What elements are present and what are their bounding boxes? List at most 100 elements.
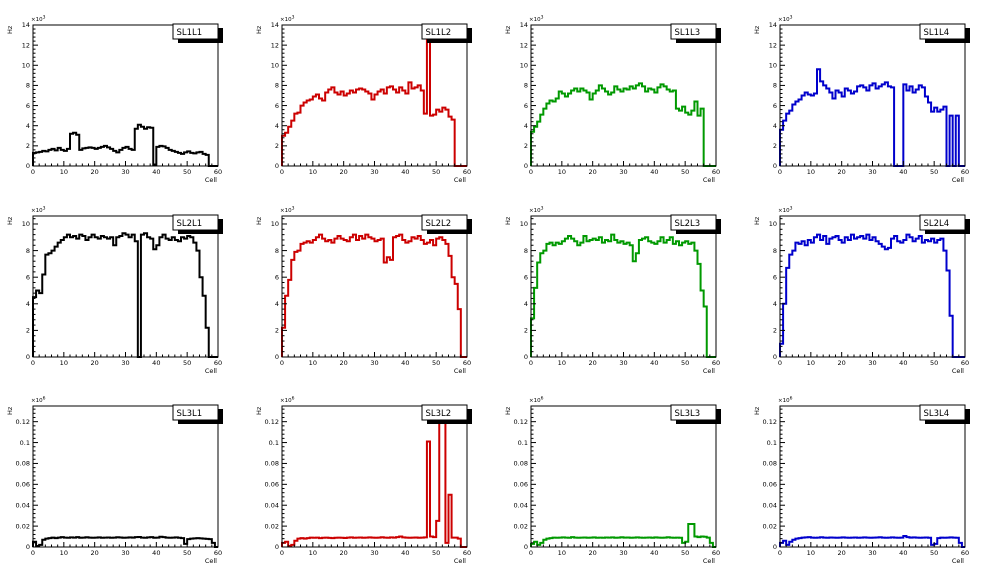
histogram-series	[281, 233, 467, 358]
y-tick-label: 10	[271, 61, 279, 69]
y-axis-label: Hz	[255, 406, 263, 415]
x-tick-label: 10	[807, 359, 815, 367]
stats-box: SL1L3	[670, 23, 721, 43]
y-axis-exponent: ×106	[31, 396, 46, 405]
y-tick-label: 0	[26, 544, 30, 552]
y-tick-label: 4	[524, 300, 528, 308]
plot-frame	[281, 405, 468, 548]
y-tick-label: 10	[520, 220, 528, 228]
y-axis: 0 2 4 6 8 10	[520, 217, 536, 361]
y-axis: 0 0.02 0.04 0.06 0.08 0.1 0.12	[514, 408, 536, 552]
x-tick-label: 10	[558, 549, 566, 557]
y-tick-label: 0	[26, 353, 30, 361]
y-tick-label: 0.06	[16, 481, 30, 489]
y-axis-label: Hz	[6, 406, 14, 415]
y-tick-label: 0.12	[514, 418, 528, 426]
x-tick-label: 20	[91, 359, 99, 367]
y-tick-label: 6	[773, 102, 777, 110]
x-tick-label: 50	[930, 168, 938, 176]
y-axis: 0 0.02 0.04 0.06 0.08 0.1 0.12	[16, 408, 38, 552]
stats-box-frame	[670, 214, 717, 231]
x-tick-label: 20	[589, 168, 597, 176]
plot-panel-SL1L3: 0 10 20 30 40 50 60 0 2 4 6 8 10 12 14 ×103 Hz Cell SL1L3	[498, 0, 747, 191]
stats-box-frame	[421, 214, 468, 231]
x-tick-label: 30	[370, 359, 378, 367]
x-tick-label: 0	[778, 549, 782, 557]
y-tick-label: 0.1	[767, 439, 777, 447]
chart-SL3L3: 0 10 20 30 40 50 60 0 0.02 0.04 0.06 0.08 0.1 0.12 ×10…	[504, 396, 721, 565]
plot-panel-SL2L2: 0 10 20 30 40 50 60 0 2 4 6 8 10 ×103 Hz Cell SL2L2	[249, 190, 498, 382]
stats-box: SL2L1	[172, 214, 223, 234]
x-tick-label: 10	[309, 359, 317, 367]
y-axis-exponent: ×103	[280, 14, 295, 22]
y-tick-label: 2	[773, 142, 777, 150]
plot-frame	[779, 405, 966, 548]
x-tick-label: 40	[152, 549, 160, 557]
x-tick-label: 10	[60, 359, 68, 367]
x-tick-label: 60	[961, 359, 969, 367]
histogram-series	[530, 82, 716, 167]
x-tick-label: 60	[214, 549, 222, 557]
y-tick-label: 14	[520, 21, 528, 29]
y-axis: 0 2 4 6 8 10	[769, 217, 785, 361]
x-axis-label: Cell	[454, 557, 466, 565]
x-axis-label: Cell	[952, 557, 964, 565]
x-tick-label: 0	[529, 168, 533, 176]
plot-panel-SL1L1: 0 10 20 30 40 50 60 0 2 4 6 8 10 12 14 ×103 Hz Cell SL1L1	[0, 0, 249, 191]
plot-panel-SL3L1: 0 10 20 30 40 50 60 0 0.02 0.04 0.06 0.08 0.1 0.12 ×10…	[0, 381, 249, 572]
y-tick-label: 0.08	[16, 460, 30, 468]
x-axis-label: Cell	[205, 557, 217, 565]
plot-panel-SL3L3: 0 10 20 30 40 50 60 0 0.02 0.04 0.06 0.08 0.1 0.12 ×10…	[498, 381, 747, 572]
x-tick-label: 0	[280, 359, 284, 367]
x-tick-label: 30	[868, 168, 876, 176]
y-tick-label: 0.06	[265, 481, 279, 489]
y-axis: 0 2 4 6 8 10 12 14	[22, 21, 38, 170]
x-axis-label: Cell	[952, 176, 964, 184]
x-tick-label: 10	[60, 168, 68, 176]
x-tick-label: 10	[558, 359, 566, 367]
y-tick-label: 12	[520, 41, 528, 49]
x-tick-label: 30	[121, 359, 129, 367]
plot-frame	[32, 24, 219, 167]
x-axis-label: Cell	[703, 176, 715, 184]
plot-panel-SL1L2: 0 10 20 30 40 50 60 0 2 4 6 8 10 12 14 ×103 Hz Cell SL1L2	[249, 0, 498, 191]
y-axis-exponent: ×106	[280, 396, 295, 405]
y-tick-label: 12	[22, 41, 30, 49]
y-tick-label: 10	[22, 220, 30, 228]
x-tick-label: 60	[712, 359, 720, 367]
plot-panel-SL2L3: 0 10 20 30 40 50 60 0 2 4 6 8 10 ×103 Hz Cell SL2L3	[498, 190, 747, 382]
x-tick-label: 40	[650, 168, 658, 176]
y-axis-exponent: ×103	[529, 14, 544, 22]
histogram-series	[779, 68, 965, 167]
y-tick-label: 0.04	[763, 502, 777, 510]
plot-frame	[530, 405, 717, 548]
x-tick-label: 40	[650, 549, 658, 557]
x-tick-label: 0	[778, 168, 782, 176]
y-tick-label: 4	[275, 122, 279, 130]
y-tick-label: 6	[275, 273, 279, 281]
x-tick-label: 40	[899, 549, 907, 557]
x-tick-label: 10	[309, 168, 317, 176]
y-tick-label: 8	[773, 82, 777, 90]
plot-panel-SL1L4: 0 10 20 30 40 50 60 0 2 4 6 8 10 12 14 ×103 Hz Cell SL1L4	[747, 0, 996, 191]
plot-frame	[779, 24, 966, 167]
y-tick-label: 10	[22, 61, 30, 69]
plot-panel-SL2L1: 0 10 20 30 40 50 60 0 2 4 6 8 10 ×103 Hz Cell SL2L1	[0, 190, 249, 382]
y-axis: 0 2 4 6 8 10 12 14	[520, 21, 536, 170]
x-axis: 0 10 20 30 40 50 60	[31, 160, 222, 176]
x-tick-label: 40	[152, 168, 160, 176]
y-tick-label: 0.04	[16, 502, 30, 510]
y-tick-label: 0.08	[763, 460, 777, 468]
x-axis: 0 10 20 30 40 50 60	[778, 542, 969, 557]
y-axis-exponent: ×103	[529, 205, 544, 214]
plot-frame	[779, 215, 966, 358]
y-tick-label: 10	[769, 61, 777, 69]
x-tick-label: 0	[280, 168, 284, 176]
y-tick-label: 0.04	[265, 502, 279, 510]
plot-frame	[281, 215, 468, 358]
y-tick-label: 0.02	[514, 523, 528, 531]
y-tick-label: 4	[26, 300, 30, 308]
x-axis: 0 10 20 30 40 50 60	[31, 351, 222, 367]
stats-box-label: SL2L1	[177, 219, 203, 229]
